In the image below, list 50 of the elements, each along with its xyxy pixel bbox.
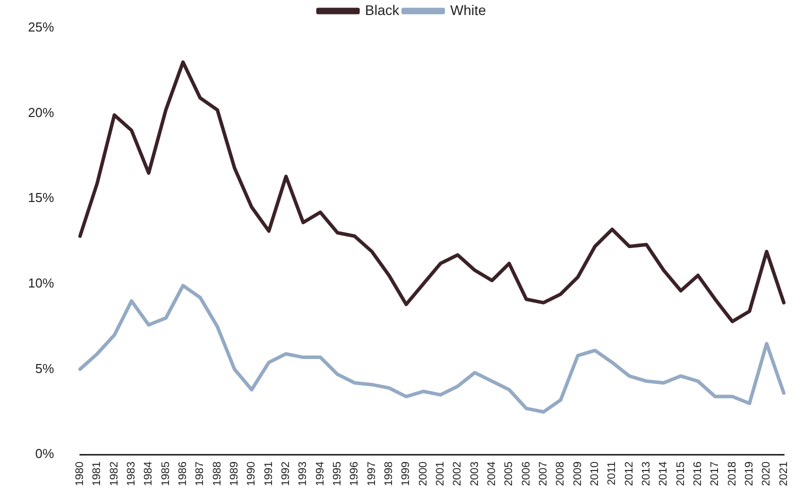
x-tick-label: 2013 — [640, 462, 653, 486]
x-tick-label: 1987 — [194, 462, 206, 486]
x-tick-label: 1993 — [297, 462, 310, 486]
x-tick-label: 2012 — [623, 462, 636, 486]
y-tick-label: 10% — [28, 275, 54, 290]
y-tick-label: 25% — [28, 20, 54, 35]
x-tick-label: 2018 — [726, 462, 738, 486]
x-tick-label: 1988 — [211, 462, 224, 486]
x-tick-label: 2020 — [760, 462, 773, 486]
x-tick-label: 2004 — [486, 462, 498, 486]
x-tick-label: 1994 — [314, 462, 326, 486]
x-tick-label: 1990 — [246, 462, 258, 486]
x-tick-label: 2008 — [554, 462, 567, 486]
x-tick-label: 2011 — [606, 462, 618, 486]
x-tick-label: 1982 — [108, 462, 120, 486]
x-tick-label: 1996 — [348, 462, 361, 486]
x-tick-label: 2015 — [674, 462, 687, 486]
x-tick-label: 1985 — [160, 462, 172, 486]
legend-label: White — [450, 2, 486, 18]
x-tick-label: 2019 — [744, 462, 756, 486]
x-tick-label: 2014 — [658, 462, 670, 486]
x-tick-label: 2002 — [452, 462, 464, 486]
x-tick-label: 2003 — [468, 462, 481, 486]
x-tick-label: 2009 — [572, 462, 584, 486]
x-tick-label: 2005 — [503, 462, 516, 486]
x-tick-label: 1992 — [280, 462, 292, 486]
x-tick-label: 2016 — [692, 462, 704, 486]
y-tick-label: 0% — [35, 446, 54, 462]
x-tick-label: 2021 — [778, 462, 790, 486]
x-tick-label: 1999 — [400, 462, 412, 486]
x-tick-label: 1980 — [74, 462, 86, 486]
x-tick-label: 1981 — [91, 462, 104, 486]
y-tick-label: 5% — [35, 360, 54, 376]
x-tick-label: 2001 — [434, 462, 447, 486]
x-tick-label: 2007 — [538, 462, 550, 486]
x-tick-label: 2000 — [417, 462, 430, 486]
x-tick-label: 2017 — [709, 462, 722, 486]
x-tick-label: 1989 — [228, 462, 241, 486]
x-tick-label: 2006 — [520, 462, 532, 486]
y-tick-label: 15% — [28, 190, 54, 206]
y-tick-label: 20% — [28, 104, 54, 120]
x-tick-label: 1995 — [332, 462, 344, 486]
x-tick-label: 1984 — [142, 462, 155, 486]
x-tick-label: 1983 — [126, 462, 138, 486]
x-tick-label: 1991 — [262, 462, 275, 486]
x-tick-label: 1986 — [177, 462, 190, 486]
x-tick-label: 1997 — [366, 462, 378, 486]
legend-label: Black — [364, 2, 400, 18]
x-tick-label: 2010 — [589, 462, 602, 486]
x-tick-label: 1998 — [383, 462, 396, 486]
